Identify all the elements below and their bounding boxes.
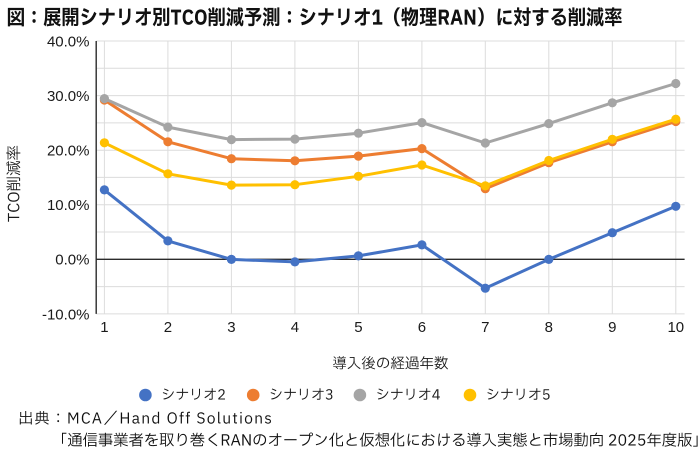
svg-text:2: 2 (164, 319, 172, 336)
svg-text:9: 9 (608, 319, 616, 336)
svg-text:40.0%: 40.0% (47, 33, 90, 50)
svg-text:10.0%: 10.0% (47, 197, 90, 214)
svg-text:3: 3 (227, 319, 235, 336)
svg-text:1: 1 (100, 319, 108, 336)
svg-text:8: 8 (545, 319, 553, 336)
svg-text:-10.0%: -10.0% (42, 306, 90, 323)
svg-text:10: 10 (667, 319, 684, 336)
svg-text:7: 7 (481, 319, 489, 336)
svg-text:30.0%: 30.0% (47, 88, 90, 105)
svg-text:4: 4 (291, 319, 299, 336)
svg-text:6: 6 (418, 319, 426, 336)
svg-text:5: 5 (354, 319, 362, 336)
svg-text:0.0%: 0.0% (55, 252, 89, 269)
svg-text:20.0%: 20.0% (47, 143, 90, 160)
